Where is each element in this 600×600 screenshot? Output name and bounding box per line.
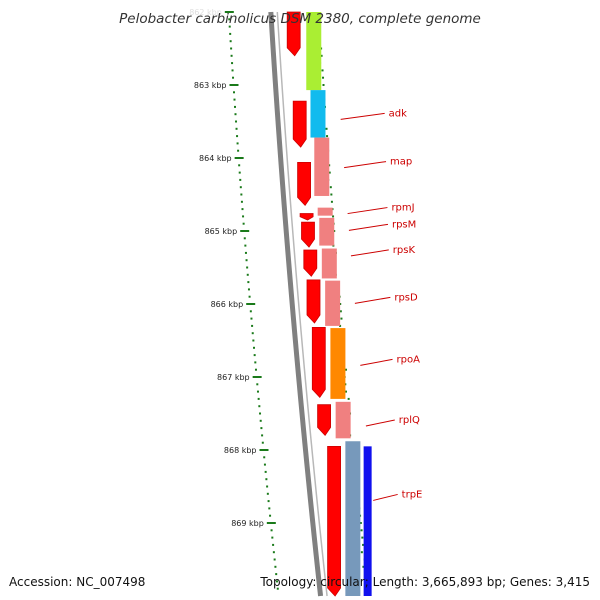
feature-block bbox=[306, 12, 322, 91]
gene-leader-line bbox=[344, 161, 387, 169]
gene-label-adk: adk bbox=[389, 108, 407, 119]
tick-label: 863 kbp bbox=[194, 81, 227, 90]
tick-label: 867 kbp bbox=[217, 373, 250, 382]
gene-leader-line bbox=[347, 207, 388, 215]
cds-track bbox=[286, 11, 342, 597]
feature-block bbox=[310, 90, 326, 138]
gene-label-rpmJ: rpmJ bbox=[391, 203, 414, 214]
cds-arrow bbox=[327, 445, 342, 597]
cds-arrow bbox=[317, 404, 332, 437]
length-label: Length: bbox=[372, 575, 419, 589]
feature-block bbox=[345, 441, 361, 596]
topology-label: Topology: bbox=[260, 575, 317, 589]
backbone-layer bbox=[268, 11, 328, 597]
tick-label: 868 kbp bbox=[224, 446, 257, 455]
tick-label: 864 kbp bbox=[199, 154, 232, 163]
cds-arrow bbox=[299, 213, 314, 221]
gene-label-rpsM: rpsM bbox=[392, 219, 416, 230]
gene-label-rpsD: rpsD bbox=[394, 292, 418, 303]
feature-block bbox=[330, 328, 346, 399]
tick-label: 862 kbp bbox=[189, 8, 222, 17]
gene-label-trpE: trpE bbox=[402, 489, 423, 500]
cds-arrow bbox=[297, 161, 312, 207]
feature-block bbox=[325, 280, 341, 326]
genes-label: Genes: bbox=[509, 575, 552, 589]
feature-block bbox=[314, 137, 330, 196]
backbone-outer bbox=[268, 11, 324, 597]
accession-info: Accession: NC_007498 bbox=[9, 575, 145, 589]
cds-arrow bbox=[311, 326, 326, 399]
map-title: Pelobacter carbinolicus DSM 2380, comple… bbox=[119, 11, 481, 27]
tick-label: 869 kbp bbox=[231, 519, 264, 528]
gene-leader-line bbox=[360, 358, 393, 366]
genome-stats: Topology: circular; Length: 3,665,893 bp… bbox=[260, 575, 590, 589]
feature-block bbox=[321, 248, 337, 279]
gene-label-rpoA: rpoA bbox=[397, 354, 421, 365]
feature-block bbox=[319, 217, 335, 246]
gene-leader-line bbox=[373, 493, 398, 501]
cds-arrow bbox=[303, 249, 318, 277]
cds-arrow bbox=[292, 100, 307, 148]
gene-leader-line bbox=[354, 296, 391, 304]
gene-labels-layer: adk map rpmJ rpsM rpsK rpsD rpoA rplQ trpE bbox=[340, 108, 423, 501]
accession-value: NC_007498 bbox=[76, 575, 146, 589]
gene-leader-line bbox=[340, 112, 385, 120]
accession-label: Accession: bbox=[9, 575, 73, 589]
feature-track bbox=[306, 12, 361, 596]
topology-value: circular bbox=[320, 575, 365, 589]
cds-arrow bbox=[286, 11, 301, 57]
gene-leader-line bbox=[348, 223, 389, 231]
cds-arrow bbox=[301, 221, 315, 248]
feature-block bbox=[317, 207, 333, 216]
blue-track bbox=[363, 446, 372, 596]
cds-arrow bbox=[306, 279, 321, 324]
blue-block bbox=[363, 446, 372, 596]
genes-value: 3,415 bbox=[555, 575, 590, 589]
tick-label: 866 kbp bbox=[211, 300, 244, 309]
gene-label-map: map bbox=[390, 157, 412, 168]
gene-leader-line bbox=[350, 249, 389, 257]
feature-block bbox=[335, 401, 351, 439]
tick-label: 865 kbp bbox=[205, 227, 238, 236]
gene-label-rpsK: rpsK bbox=[393, 245, 416, 256]
backbone-inner bbox=[276, 11, 328, 597]
gene-label-rplQ: rplQ bbox=[399, 415, 420, 426]
length-value: 3,665,893 bp bbox=[421, 575, 502, 589]
gene-leader-line bbox=[365, 419, 395, 427]
